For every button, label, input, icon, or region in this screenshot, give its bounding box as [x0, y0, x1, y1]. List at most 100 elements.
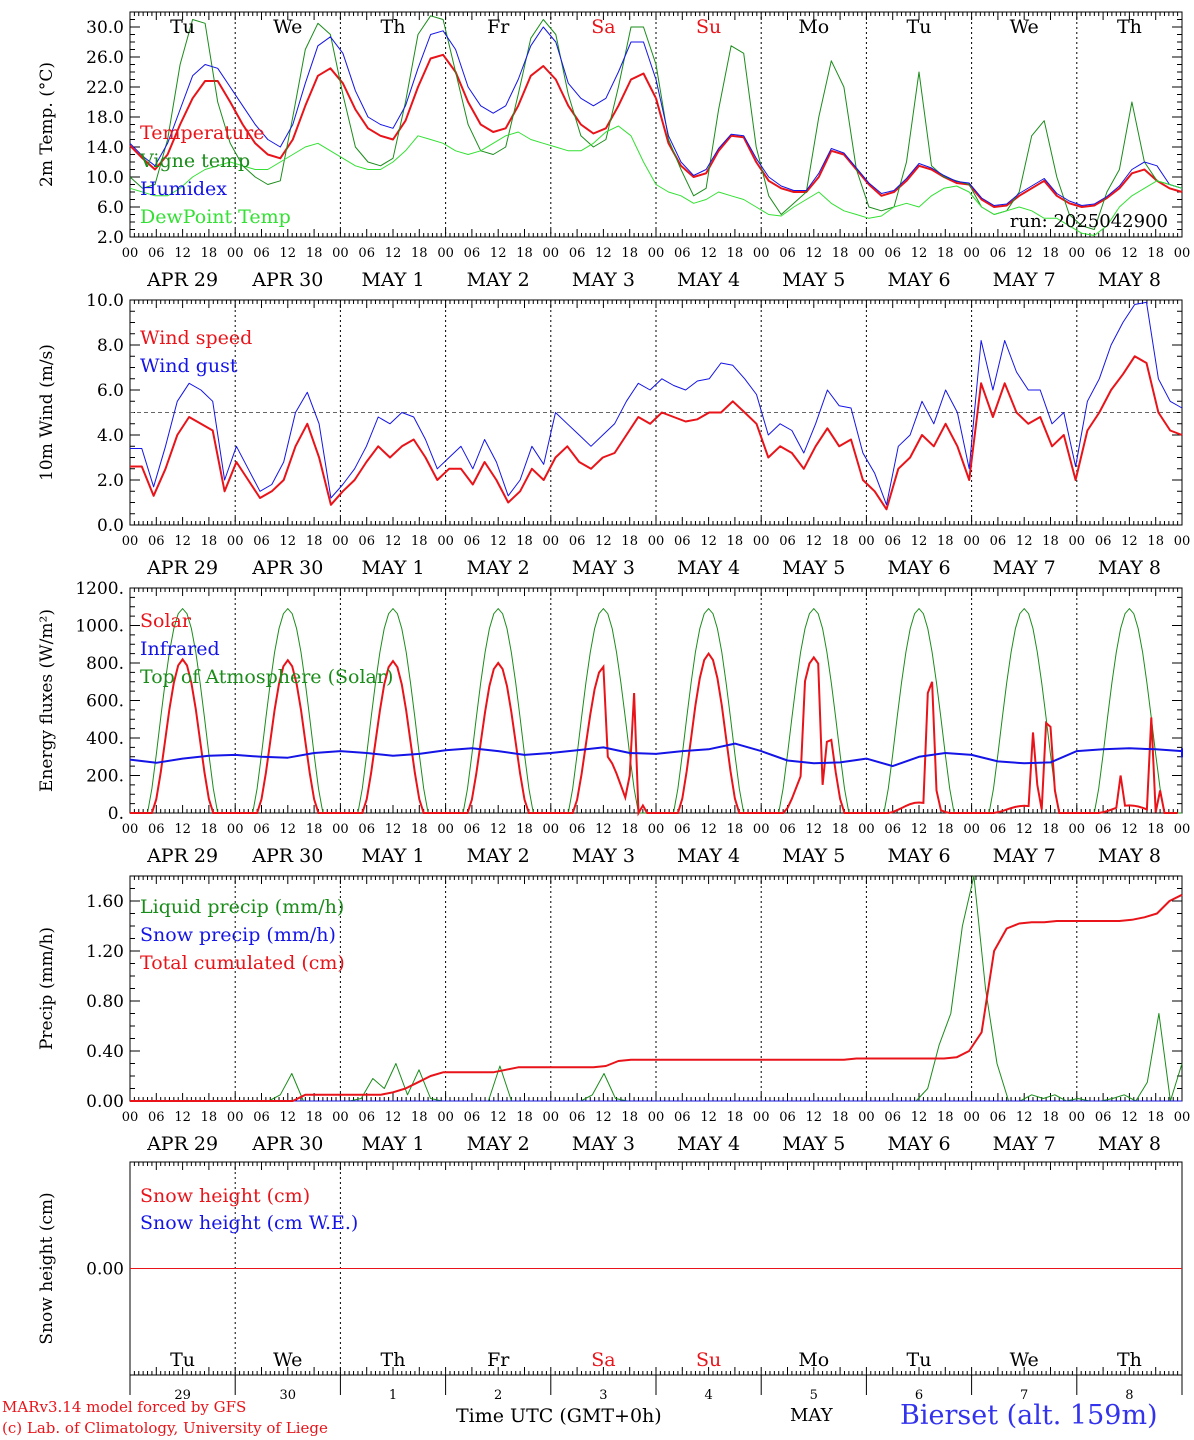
hour-tick-label: 06: [884, 1110, 901, 1125]
hour-tick-label: 18: [1147, 534, 1164, 549]
hour-tick-label: 12: [280, 246, 297, 261]
day-number: 7: [1020, 1388, 1028, 1403]
hour-tick-label: 00: [648, 822, 665, 837]
hour-tick-label: 12: [1016, 246, 1033, 261]
hour-tick-label: 18: [621, 822, 638, 837]
hour-tick-label: 12: [595, 1110, 612, 1125]
date-label: MAY 7: [993, 269, 1056, 291]
y-tick-label: 1.20: [86, 942, 124, 962]
series-total-cumulated-cm-: [130, 893, 1183, 1102]
hour-tick-label: 12: [911, 1110, 928, 1125]
weekday-label: Sa: [591, 16, 615, 38]
hour-tick-label: 00: [227, 246, 244, 261]
weekday-label: We: [1010, 1349, 1039, 1371]
legend-vigne-temp: Vigne temp: [139, 150, 250, 172]
hour-tick-label: 06: [990, 534, 1007, 549]
hour-tick-label: 06: [990, 246, 1007, 261]
date-label: MAY 5: [782, 557, 845, 579]
hour-tick-label: 00: [1069, 1110, 1086, 1125]
hour-tick-label: 12: [700, 534, 717, 549]
series-wind-gust: [130, 301, 1183, 506]
y-axis-label: 10m Wind (m/s): [37, 344, 57, 481]
hour-tick-label: 00: [648, 1110, 665, 1125]
date-label: MAY 4: [677, 557, 740, 579]
hour-tick-label: 12: [1016, 1110, 1033, 1125]
hour-tick-label: 18: [411, 534, 428, 549]
weekday-label: Tu: [170, 1349, 195, 1371]
hour-tick-label: 00: [227, 534, 244, 549]
hour-tick-label: 18: [937, 1110, 954, 1125]
series-humidex: [129, 26, 1183, 206]
hour-tick-label: 18: [516, 1110, 533, 1125]
hour-tick-label: 18: [1042, 822, 1059, 837]
y-axis-label: 2m Temp. (°C): [37, 62, 57, 187]
date-label: APR 30: [251, 269, 323, 291]
hour-tick-label: 18: [1147, 246, 1164, 261]
legend-temperature: Temperature: [140, 122, 264, 144]
hour-tick-label: 18: [201, 534, 218, 549]
hour-tick-label: 12: [490, 1110, 507, 1125]
hour-tick-label: 06: [674, 246, 691, 261]
y-tick-label: 14.0: [86, 138, 124, 158]
y-tick-label: 600.: [86, 692, 124, 712]
legend-dewpoint-temp: DewPoint Temp: [140, 206, 291, 228]
day-number: 8: [1125, 1388, 1133, 1403]
hour-tick-label: 00: [858, 1110, 875, 1125]
hour-tick-label: 12: [1016, 534, 1033, 549]
hour-tick-label: 18: [306, 1110, 323, 1125]
hour-tick-label: 06: [148, 534, 165, 549]
hour-tick-label: 00: [1069, 534, 1086, 549]
hour-tick-label: 06: [253, 822, 270, 837]
date-label: APR 29: [146, 845, 218, 867]
hour-tick-label: 06: [1095, 822, 1112, 837]
y-tick-label: 1200.: [75, 579, 124, 599]
hour-tick-label: 00: [543, 534, 560, 549]
hour-tick-label: 00: [858, 822, 875, 837]
date-label: MAY 5: [782, 845, 845, 867]
weekday-label: Mo: [798, 16, 829, 38]
hour-tick-label: 00: [963, 1110, 980, 1125]
legend-wind-gust: Wind gust: [140, 355, 238, 377]
hour-tick-label: 06: [674, 1110, 691, 1125]
hour-tick-label: 18: [201, 1110, 218, 1125]
hour-tick-label: 18: [306, 246, 323, 261]
hour-tick-label: 06: [148, 246, 165, 261]
hour-tick-label: 06: [358, 534, 375, 549]
legend-liquid-precip-mm-h-: Liquid precip (mm/h): [140, 896, 344, 918]
y-tick-label: 1000.: [75, 617, 124, 637]
hour-tick-label: 18: [727, 534, 744, 549]
hour-tick-label: 00: [1069, 822, 1086, 837]
date-label: MAY 3: [572, 557, 635, 579]
hour-tick-label: 12: [1016, 822, 1033, 837]
hour-tick-label: 06: [990, 822, 1007, 837]
hour-tick-label: 06: [358, 822, 375, 837]
date-label: MAY 1: [361, 557, 424, 579]
date-label: MAY 2: [467, 845, 530, 867]
hour-tick-label: 12: [385, 1110, 402, 1125]
hour-tick-label: 00: [963, 246, 980, 261]
hour-tick-label: 12: [280, 1110, 297, 1125]
date-label: MAY 2: [467, 1133, 530, 1155]
hour-tick-label: 00: [437, 534, 454, 549]
hour-tick-label: 18: [832, 534, 849, 549]
hour-tick-label: 18: [516, 246, 533, 261]
hour-tick-label: 06: [148, 1110, 165, 1125]
hour-tick-label: 00: [332, 534, 349, 549]
weekday-label: Sa: [591, 1349, 615, 1371]
hour-tick-label: 12: [385, 246, 402, 261]
hour-tick-label: 00: [1174, 534, 1191, 549]
date-label: MAY 3: [572, 1133, 635, 1155]
hour-tick-label: 00: [332, 1110, 349, 1125]
day-number: 6: [915, 1388, 923, 1403]
date-label: MAY 4: [677, 845, 740, 867]
day-number: 29: [174, 1388, 191, 1403]
hour-tick-label: 18: [727, 246, 744, 261]
y-tick-label: 1.60: [86, 892, 124, 912]
y-tick-label: 200.: [86, 767, 124, 787]
hour-tick-label: 06: [990, 1110, 1007, 1125]
hour-tick-label: 06: [779, 534, 796, 549]
day-number: 30: [280, 1388, 297, 1403]
hour-tick-label: 18: [937, 822, 954, 837]
hour-tick-label: 12: [385, 822, 402, 837]
y-tick-label: 26.0: [86, 48, 124, 68]
